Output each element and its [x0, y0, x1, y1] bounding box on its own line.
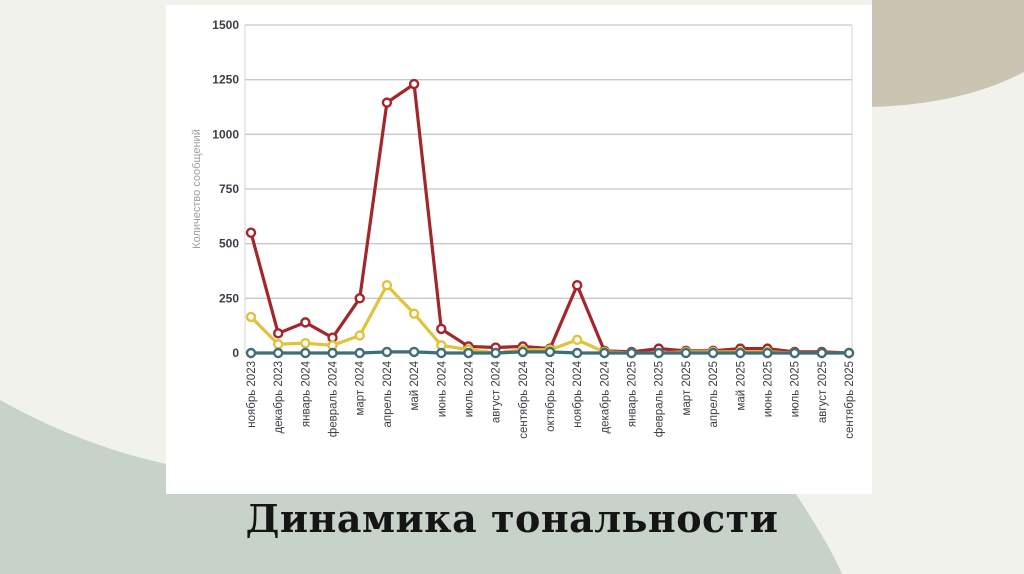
x-tick-label: апрель 2024 [382, 360, 394, 427]
data-point-marker [300, 317, 311, 328]
data-point-marker [300, 347, 311, 359]
x-tick-label: октябрь 2024 [545, 360, 557, 431]
chart-panel: 0 250 500 750 1000 1250 1500 Количество сообщен… [166, 5, 872, 494]
x-tick-label: февраль 2024 [328, 360, 340, 437]
x-tick-label: декабрь 2024 [599, 360, 611, 433]
data-point-marker [381, 97, 393, 108]
y-tick-label: 1000 [212, 127, 239, 141]
data-point-marker [463, 347, 474, 359]
data-point-marker [626, 347, 637, 359]
x-tick-label: январь 2024 [300, 360, 312, 427]
x-tick-label: сентябрь 2024 [518, 360, 530, 438]
x-tick-label: март 2025 [681, 361, 693, 416]
y-tick-label: 1250 [212, 73, 239, 87]
data-point-marker [408, 78, 420, 90]
x-tick-label: июнь 2025 [762, 361, 774, 417]
x-tick-label: август 2024 [491, 360, 503, 423]
data-point-marker [571, 347, 583, 359]
x-tick-label: февраль 2025 [654, 361, 666, 437]
data-point-marker [789, 347, 800, 359]
x-tick-label: апрель 2025 [708, 361, 720, 428]
y-tick-label: 750 [219, 182, 239, 196]
slide-title: Динамика тональности [245, 496, 779, 541]
y-axis-label: Количество сообщений [191, 129, 203, 249]
x-tick-label: ноябрь 2024 [572, 360, 584, 427]
x-tick-label: сентябрь 2025 [844, 361, 856, 439]
data-point-marker [599, 347, 610, 359]
data-point-marker [272, 328, 284, 339]
data-point-marker [381, 280, 393, 291]
x-tick-label: июль 2024 [463, 360, 475, 417]
data-point-marker [436, 323, 447, 335]
data-point-marker [408, 308, 420, 319]
x-tick-label: ноябрь 2023 [246, 361, 258, 428]
x-tick-label: декабрь 2023 [273, 361, 285, 434]
data-point-marker [517, 346, 529, 358]
data-point-marker [490, 347, 501, 359]
data-point-marker [354, 330, 365, 341]
data-point-marker [436, 347, 447, 359]
x-tick-label: май 2024 [409, 360, 421, 410]
x-tick-label: август 2025 [817, 361, 829, 423]
series-line [249, 82, 850, 355]
data-point-marker [762, 347, 773, 359]
x-tick-label: июль 2025 [790, 361, 802, 417]
data-point-marker [245, 227, 257, 238]
data-point-marker [354, 347, 365, 359]
data-point-marker [272, 339, 284, 350]
data-point-marker [735, 347, 746, 359]
data-point-marker [680, 347, 692, 359]
data-point-marker [245, 347, 257, 359]
line-chart: 0 250 500 750 1000 1250 1500 Количество сообщен… [191, 18, 856, 439]
data-point-marker [571, 334, 583, 346]
x-tick-label: январь 2025 [627, 361, 639, 427]
data-point-marker [327, 347, 338, 359]
y-tick-label: 250 [219, 291, 239, 305]
data-point-marker [300, 337, 311, 349]
data-point-marker [843, 347, 855, 359]
data-point-marker [571, 280, 583, 291]
data-point-marker [354, 293, 365, 304]
x-tick-label: июнь 2024 [436, 360, 448, 417]
y-tick-label: 500 [219, 237, 239, 251]
data-point-marker [381, 346, 393, 358]
y-tick-label: 0 [232, 346, 239, 360]
x-tick-label: март 2024 [355, 360, 367, 415]
x-tick-label: май 2025 [735, 361, 747, 411]
data-point-marker [408, 346, 420, 358]
data-point-marker [707, 347, 719, 359]
data-point-marker [653, 347, 664, 359]
y-tick-label: 1500 [212, 18, 239, 32]
beige-corner-shape [872, 0, 1024, 107]
data-point-marker [544, 346, 556, 358]
data-point-marker [816, 347, 828, 359]
series-line [249, 283, 849, 355]
data-point-marker [245, 311, 257, 323]
data-point-marker [272, 347, 284, 359]
